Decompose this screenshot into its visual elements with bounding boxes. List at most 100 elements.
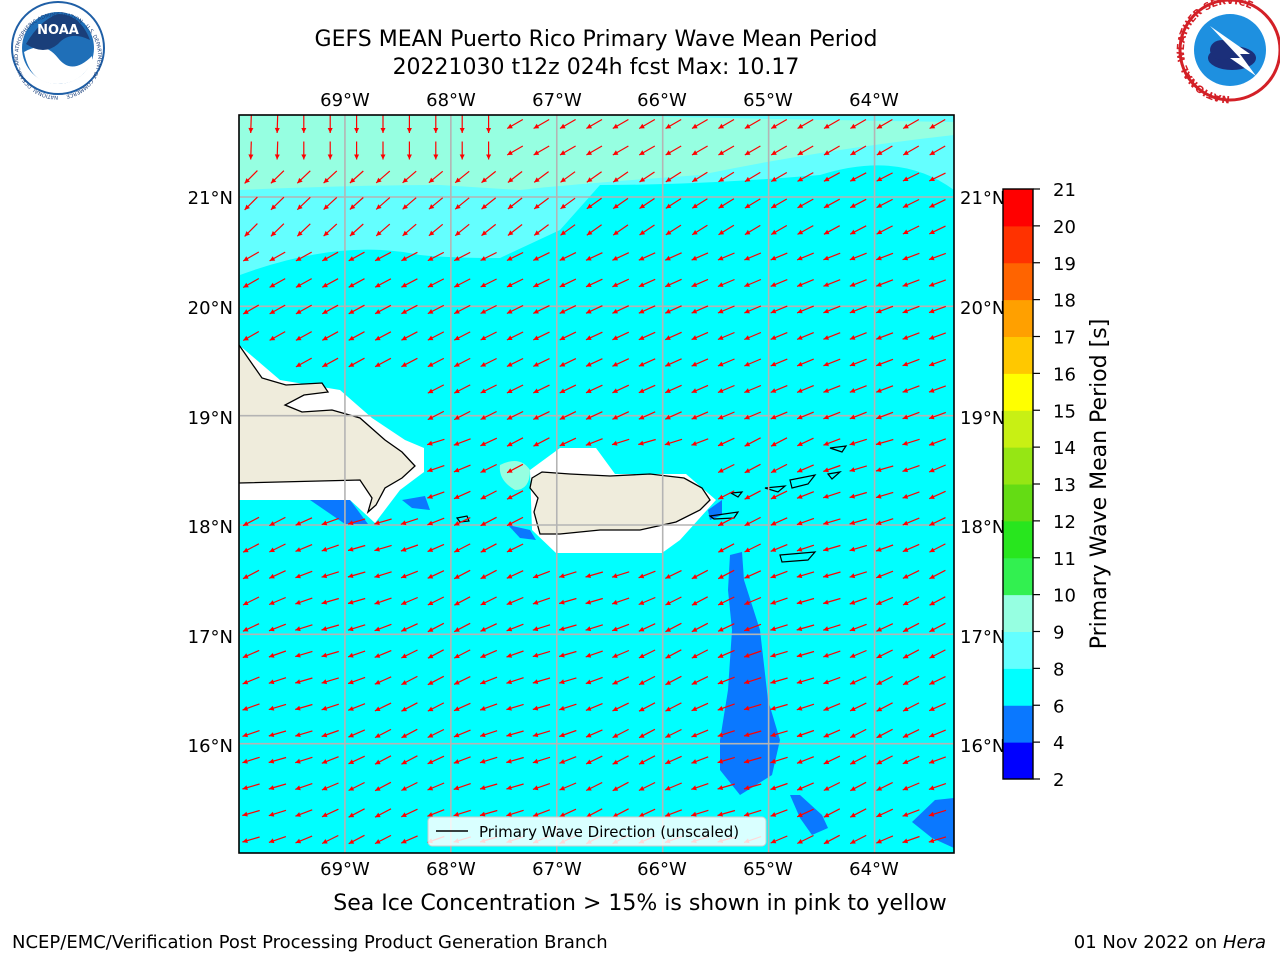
lat-label-right-18: 18°N	[960, 517, 1005, 538]
island-culebra	[729, 491, 744, 498]
wave-vector-head	[402, 230, 408, 236]
wave-vector-head	[244, 204, 250, 210]
wave-vector-head	[902, 388, 909, 393]
wave-vector-head	[876, 653, 883, 658]
wave-vector-head	[770, 255, 777, 261]
wave-vector-head	[480, 574, 487, 579]
wave-vector-head	[770, 599, 776, 605]
wave-vector-head	[586, 732, 592, 738]
wave-vector-head	[321, 759, 328, 764]
wave-vector-head	[612, 414, 618, 420]
wave-vector-head	[243, 600, 249, 605]
wave-vector-head	[850, 679, 856, 685]
wave-vector-head	[322, 309, 328, 314]
wave-vector-head	[823, 308, 829, 314]
wave-vector-head	[665, 308, 671, 314]
period-4-6-mona	[402, 496, 430, 510]
wave-vector-head	[718, 626, 724, 632]
wave-vector-head	[354, 128, 360, 133]
wave-vector-head	[376, 177, 382, 183]
wave-vector-head	[691, 388, 698, 393]
wave-vector-head	[559, 282, 566, 287]
wave-vector-head	[744, 732, 750, 737]
wave-vector-head	[533, 282, 539, 287]
wave-vector-head	[559, 415, 566, 420]
wave-vector-head	[375, 335, 381, 341]
wave-vector-head	[321, 652, 328, 658]
wave-vector-head	[849, 626, 856, 632]
wave-vector-head	[876, 150, 883, 155]
wave-vector-head	[376, 204, 382, 210]
wave-vector-head	[480, 521, 487, 526]
wave-vector-head	[295, 626, 301, 632]
wave-vector-head	[612, 626, 618, 632]
wave-vector-head	[639, 680, 645, 685]
wave-vector-head	[612, 255, 618, 261]
wave-vector-head	[797, 467, 803, 473]
wave-vector-head	[480, 256, 487, 261]
wave-vector-head	[427, 653, 434, 659]
wave-vector-head	[560, 203, 566, 209]
wave-vector-head	[243, 521, 249, 526]
wave-vector-head	[559, 626, 565, 631]
wave-vector-head	[796, 705, 803, 711]
wave-vector-head	[929, 600, 935, 606]
wave-vector-head	[348, 652, 354, 658]
wave-vector-head	[797, 335, 803, 340]
wave-vector-head	[849, 573, 856, 579]
wave-vector-head	[849, 467, 856, 472]
wave-vector-head	[771, 229, 777, 235]
wave-vector-head	[638, 255, 645, 261]
wave-vector-head	[876, 467, 882, 472]
wave-vector-head	[638, 440, 644, 446]
wave-vector-head	[506, 335, 513, 340]
wave-vector-head	[454, 574, 460, 579]
wave-vector-head	[876, 812, 882, 817]
wave-vector-head	[613, 177, 619, 183]
wave-vector-head	[297, 204, 303, 210]
wave-vector-head	[796, 652, 803, 658]
wave-vector-head	[612, 308, 618, 314]
wave-vector-head	[612, 786, 619, 791]
wave-vector-head	[586, 123, 592, 129]
wave-vector-head	[823, 229, 830, 235]
wave-vector-head	[797, 150, 804, 155]
wave-vector-head	[269, 256, 276, 261]
wave-vector-head	[902, 414, 909, 420]
wave-vector-head	[770, 388, 777, 393]
wave-vector-head	[717, 388, 724, 393]
wave-vector-head	[242, 653, 249, 658]
wave-vector-head	[428, 204, 435, 210]
wave-vector-head	[295, 520, 302, 526]
colorbar-segment	[1003, 484, 1033, 522]
wave-vector-head	[401, 309, 407, 314]
wave-vector-head	[506, 362, 513, 367]
wave-vector-head	[903, 680, 909, 685]
wave-vector-head	[717, 308, 724, 314]
wave-vector-head	[876, 706, 883, 712]
wave-vector-head	[876, 282, 882, 287]
wave-vector-head	[427, 680, 434, 685]
wave-vector-head	[534, 203, 540, 209]
wave-vector-head	[770, 732, 776, 737]
land-hispaniola	[239, 343, 416, 514]
wave-vector-head	[744, 573, 750, 579]
wave-vector-head	[692, 150, 698, 155]
wave-vector-head	[876, 335, 882, 340]
wave-vector-head	[691, 308, 698, 314]
wave-vector-head	[406, 154, 412, 160]
nws-logo: NATIONAL WEATHER SERVICE	[1176, 0, 1280, 104]
wave-vector-head	[639, 733, 645, 738]
svg-text:NOAA: NOAA	[37, 23, 79, 38]
period-9-10-patch	[499, 461, 530, 490]
wave-vector-head	[770, 547, 777, 552]
wave-vector-head	[534, 230, 540, 236]
wave-vector-head	[665, 627, 671, 632]
wave-vector-head	[612, 123, 619, 129]
footer-host: Hera	[1222, 932, 1266, 953]
wave-vector-head	[506, 573, 513, 579]
wave-vector-head	[692, 230, 698, 235]
wave-vector-head	[534, 177, 540, 183]
wave-vector-head	[269, 626, 275, 632]
wave-vector-head	[902, 255, 909, 261]
